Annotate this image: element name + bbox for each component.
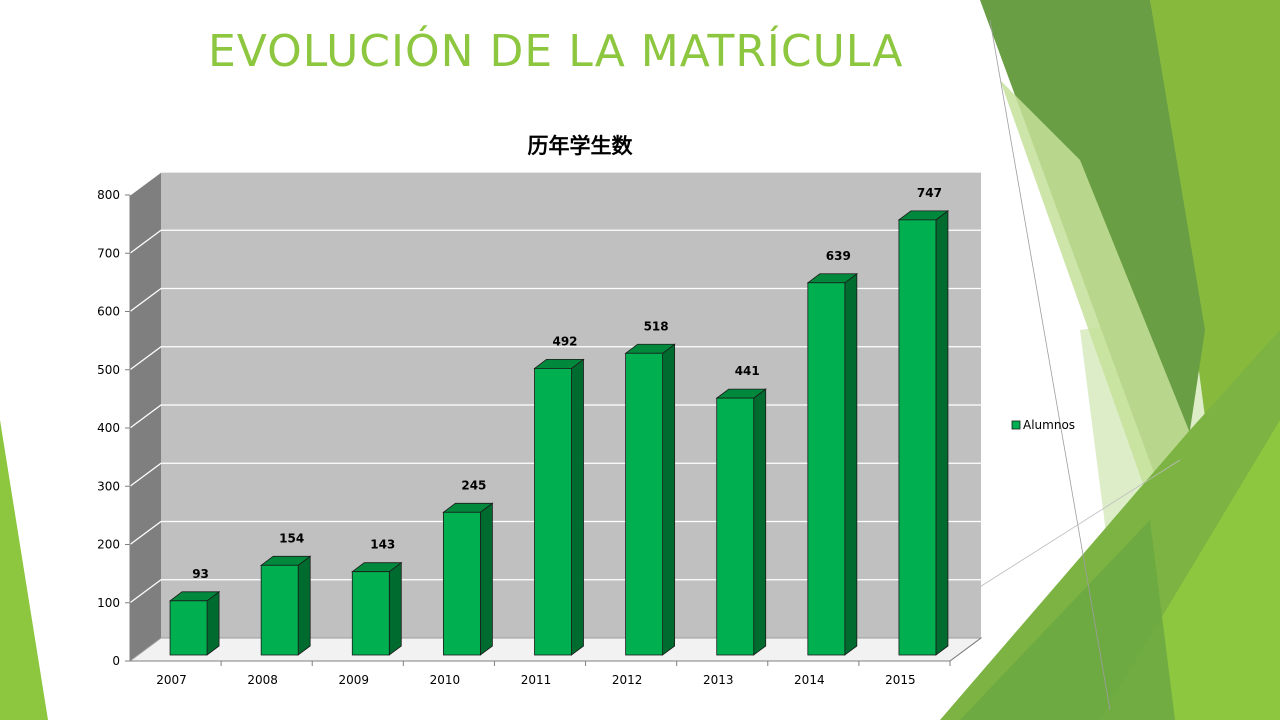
bar-front	[260, 564, 299, 656]
bar-front	[625, 352, 664, 656]
bar-side	[935, 210, 949, 656]
y-tick-label: 600	[97, 305, 120, 319]
data-label: 441	[735, 364, 760, 378]
deco-bottom-mid	[960, 520, 1175, 720]
x-tick-label: 2014	[794, 673, 825, 687]
bar-2008	[259, 555, 312, 656]
bar-front	[169, 600, 208, 656]
legend: Alumnos	[1011, 418, 1075, 432]
bar-2007	[168, 591, 221, 656]
x-tick-label: 2007	[156, 673, 187, 687]
bar-side	[206, 591, 220, 656]
y-tick-label: 100	[97, 596, 120, 610]
data-label: 93	[192, 567, 209, 581]
bar-front	[716, 397, 755, 656]
bar-2012	[624, 343, 676, 656]
y-tick-label: 700	[97, 246, 120, 260]
slide-title: EVOLUCIÓN DE LA MATRÍCULA	[208, 26, 904, 77]
data-label: 245	[461, 478, 486, 492]
deco-thin-line	[989, 19, 1111, 711]
bar-side	[753, 388, 767, 656]
x-tick-label: 2011	[521, 673, 552, 687]
x-tick-label: 2008	[247, 673, 278, 687]
y-gridline	[129, 579, 981, 604]
bar-front	[534, 368, 572, 656]
y-gridline	[129, 171, 981, 196]
x-tick-label: 2009	[339, 673, 370, 687]
y-tick-label: 800	[97, 188, 120, 202]
bar-2009	[351, 561, 403, 656]
data-label: 639	[826, 249, 851, 263]
y-tick-label: 300	[97, 479, 120, 493]
data-label: 154	[279, 531, 304, 545]
data-label: 492	[552, 334, 577, 348]
bar-front	[442, 511, 481, 656]
x-tick-label: 2015	[885, 673, 916, 687]
y-tick-label: 500	[97, 363, 120, 377]
bar-front	[898, 219, 937, 656]
bar-2011	[533, 358, 585, 656]
deco-light-band	[1000, 80, 1225, 560]
bar-front	[351, 571, 390, 656]
chart-title: 历年学生数	[528, 134, 634, 158]
bar-side	[479, 502, 493, 656]
bar-side	[662, 343, 676, 656]
bar-front	[807, 282, 846, 656]
x-tick-label: 2012	[612, 673, 643, 687]
left-green-strip	[0, 420, 48, 720]
bar-side	[844, 272, 858, 656]
y-gridline	[129, 346, 981, 371]
legend-label: Alumnos	[1023, 418, 1075, 432]
y-tick-label: 400	[97, 421, 120, 435]
y-tick-label: 200	[97, 538, 120, 552]
bar-side	[297, 555, 311, 656]
y-gridline	[129, 404, 981, 429]
data-label: 747	[917, 186, 942, 200]
y-gridline	[129, 287, 981, 313]
y-gridline	[129, 462, 981, 487]
bar-side	[388, 561, 402, 656]
bar-2010	[442, 502, 494, 656]
legend-swatch	[1011, 420, 1021, 430]
y-gridline	[129, 229, 981, 254]
x-tick-label: 2010	[430, 673, 461, 687]
bar-side	[571, 358, 584, 656]
bar-2013	[715, 388, 767, 656]
x-tick-label: 2013	[703, 673, 734, 687]
deco-thin-line-2	[974, 459, 1181, 591]
bar-2014	[806, 272, 859, 656]
bar-2015	[897, 210, 950, 656]
data-label: 143	[370, 538, 395, 552]
data-label: 518	[644, 319, 669, 333]
y-gridline	[129, 520, 981, 546]
y-tick-label: 0	[112, 654, 120, 668]
x-axis-depth-line	[949, 637, 982, 662]
